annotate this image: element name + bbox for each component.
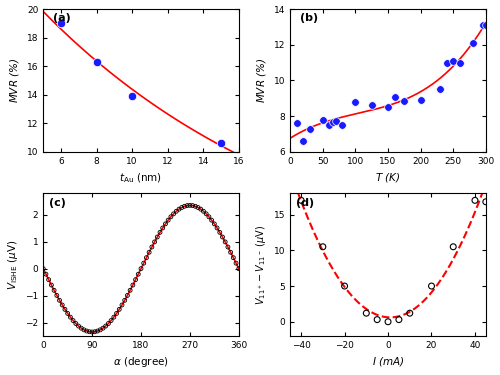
Point: [64, 310, 72, 316]
Point: [120, 297, 128, 303]
Point: [66, 314, 74, 320]
Point: [175, 206, 183, 212]
Point: [82, 328, 90, 334]
Y-axis label: $V_{\rm ISHE}$ ($\mu$V): $V_{\rm ISHE}$ ($\mu$V): [6, 240, 20, 290]
Y-axis label: $V_{11^+} - V_{11^-}$ ($\mu$V): $V_{11^+} - V_{11^-}$ ($\mu$V): [254, 225, 268, 305]
Point: [126, 287, 134, 293]
Point: [230, 255, 237, 261]
Point: [74, 323, 82, 329]
Point: [471, 197, 479, 203]
Point: [94, 328, 102, 334]
Point: [428, 283, 436, 289]
Point: [53, 292, 61, 298]
Point: [44, 277, 52, 283]
Point: [154, 234, 162, 240]
Point: [200, 208, 207, 214]
Point: [373, 316, 381, 322]
Point: [178, 204, 186, 210]
Point: [232, 260, 240, 266]
Point: [140, 260, 147, 266]
Point: [80, 327, 88, 333]
Point: [72, 321, 80, 327]
Point: [186, 202, 194, 208]
X-axis label: $I$ (mA): $I$ (mA): [372, 356, 404, 369]
Point: [99, 325, 107, 331]
Point: [118, 302, 126, 308]
Point: [216, 230, 224, 236]
Point: [134, 271, 142, 277]
Point: [137, 266, 145, 272]
Point: [158, 225, 166, 231]
Text: (b): (b): [300, 13, 318, 23]
Point: [192, 203, 200, 209]
Point: [297, 197, 305, 203]
Y-axis label: $MVR$ (%): $MVR$ (%): [8, 58, 22, 103]
Point: [39, 266, 47, 272]
Point: [226, 249, 234, 255]
Point: [69, 318, 77, 324]
Point: [224, 244, 232, 250]
Point: [170, 211, 177, 217]
Point: [208, 217, 216, 223]
Point: [188, 202, 196, 208]
Point: [340, 283, 348, 289]
Point: [145, 249, 153, 255]
Point: [167, 214, 175, 220]
X-axis label: $T$ (K): $T$ (K): [376, 171, 401, 184]
Point: [156, 230, 164, 236]
Point: [362, 310, 370, 316]
Point: [482, 199, 490, 205]
Point: [132, 277, 140, 283]
Point: [104, 321, 112, 327]
Point: [202, 211, 210, 217]
Point: [112, 310, 120, 316]
Point: [205, 214, 213, 220]
Point: [235, 266, 243, 272]
Point: [61, 306, 69, 312]
Point: [77, 325, 85, 331]
Point: [124, 292, 132, 298]
Point: [42, 271, 50, 277]
Point: [210, 221, 218, 227]
Point: [197, 206, 205, 212]
Point: [449, 244, 457, 250]
Text: (d): (d): [296, 198, 314, 207]
Point: [102, 323, 110, 329]
Point: [91, 329, 99, 335]
Point: [150, 239, 158, 245]
Point: [164, 217, 172, 223]
Point: [48, 282, 56, 288]
Point: [406, 310, 414, 316]
Point: [148, 244, 156, 250]
Point: [56, 297, 64, 303]
Point: [50, 287, 58, 293]
Point: [213, 225, 221, 231]
Point: [218, 234, 226, 240]
Point: [129, 282, 137, 288]
Point: [110, 314, 118, 320]
Point: [221, 239, 229, 245]
X-axis label: $t_{\mathrm{Au}}$ (nm): $t_{\mathrm{Au}}$ (nm): [120, 171, 162, 185]
Point: [86, 329, 94, 335]
Y-axis label: $MVR$ (%): $MVR$ (%): [256, 58, 268, 103]
X-axis label: $\alpha$ (degree): $\alpha$ (degree): [113, 356, 169, 369]
Point: [162, 221, 170, 227]
Point: [142, 255, 150, 261]
Point: [395, 316, 403, 322]
Point: [88, 329, 96, 335]
Text: (c): (c): [49, 198, 66, 207]
Point: [96, 327, 104, 333]
Point: [319, 244, 327, 250]
Text: (a): (a): [53, 13, 71, 23]
Point: [116, 306, 124, 312]
Point: [183, 202, 191, 208]
Point: [194, 204, 202, 210]
Point: [172, 208, 180, 214]
Point: [107, 318, 115, 324]
Point: [58, 302, 66, 308]
Point: [384, 319, 392, 325]
Point: [180, 203, 188, 209]
